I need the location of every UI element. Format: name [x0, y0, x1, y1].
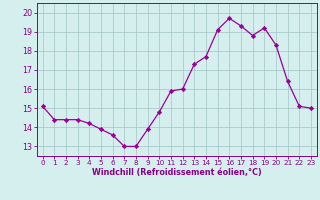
X-axis label: Windchill (Refroidissement éolien,°C): Windchill (Refroidissement éolien,°C) — [92, 168, 262, 177]
